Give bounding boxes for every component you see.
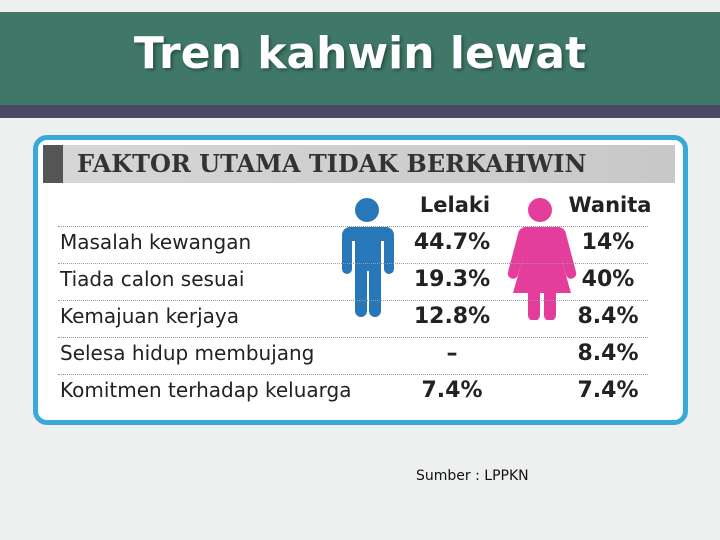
header-strip — [0, 105, 720, 118]
cell-value: 8.4% — [577, 304, 639, 329]
row-separator — [58, 337, 648, 338]
cell-value: 14% — [581, 230, 635, 255]
row-separator — [58, 226, 648, 227]
male-icon — [342, 198, 394, 317]
cell-value: 7.4% — [421, 378, 483, 403]
row-label: Kemajuan kerjaya — [60, 304, 239, 328]
row-separator — [58, 263, 648, 264]
row-separator — [58, 300, 648, 301]
header-band — [0, 12, 720, 105]
column-header: Lelaki — [419, 193, 491, 217]
panel-title: FAKTOR UTAMA TIDAK BERKAHWIN — [43, 145, 675, 183]
column-header: Wanita — [568, 193, 652, 217]
row-label: Komitmen terhadap keluarga — [60, 378, 352, 402]
cell-value: 44.7% — [413, 230, 491, 255]
cell-value: 7.4% — [577, 378, 639, 403]
row-label: Masalah kewangan — [60, 230, 252, 254]
cell-value: 40% — [581, 267, 635, 292]
cell-value: 12.8% — [413, 304, 491, 329]
cell-value: 8.4% — [577, 341, 639, 366]
row-separator — [58, 374, 648, 375]
row-label: Tiada calon sesuai — [60, 267, 245, 291]
row-label: Selesa hidup membujang — [60, 341, 315, 365]
title: Tren kahwin lewat — [133, 28, 587, 79]
female-icon — [507, 198, 577, 320]
source: Sumber : LPPKN — [416, 468, 529, 484]
gender-icons — [342, 198, 577, 320]
cell-value: 19.3% — [413, 267, 491, 292]
cell-value: – — [446, 341, 458, 366]
